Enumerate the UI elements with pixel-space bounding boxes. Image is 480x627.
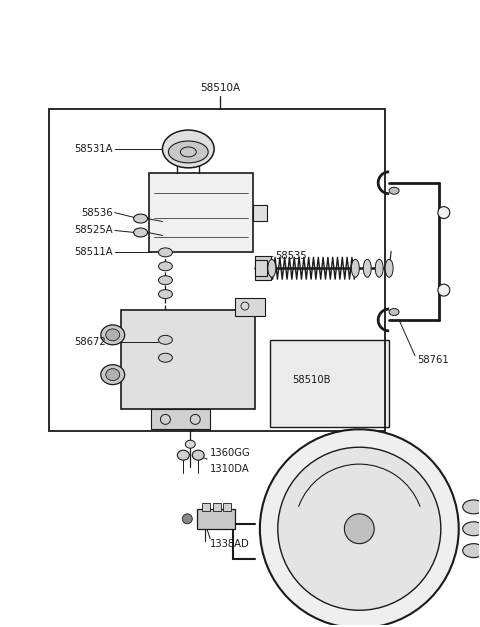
Circle shape (438, 284, 450, 296)
Bar (49, 109, 385, 431)
Bar (213, 503, 221, 511)
Text: 58525A: 58525A (74, 226, 113, 236)
Ellipse shape (168, 141, 208, 163)
Bar (202, 503, 210, 511)
Ellipse shape (192, 450, 204, 460)
Text: 58510B: 58510B (292, 374, 330, 384)
Ellipse shape (158, 276, 172, 285)
Circle shape (278, 447, 441, 610)
Text: 58761: 58761 (417, 355, 449, 365)
Ellipse shape (389, 308, 399, 315)
Ellipse shape (101, 365, 125, 384)
Ellipse shape (351, 260, 360, 277)
Ellipse shape (133, 228, 147, 237)
Circle shape (438, 207, 450, 219)
Circle shape (344, 514, 374, 544)
Text: 1360GG: 1360GG (210, 448, 251, 458)
Bar (255, 256, 271, 280)
Ellipse shape (158, 353, 172, 362)
Bar (151, 409, 210, 429)
Ellipse shape (268, 260, 276, 277)
Ellipse shape (178, 450, 189, 460)
Ellipse shape (106, 329, 120, 341)
Ellipse shape (363, 260, 371, 277)
Ellipse shape (158, 262, 172, 271)
Bar (223, 503, 231, 511)
Ellipse shape (389, 187, 399, 194)
Bar (148, 173, 253, 252)
Ellipse shape (375, 260, 383, 277)
Bar (235, 298, 265, 316)
Bar (253, 204, 267, 221)
Bar (255, 260, 267, 277)
Ellipse shape (158, 290, 172, 298)
Text: 58535: 58535 (275, 251, 306, 261)
Ellipse shape (463, 500, 480, 514)
Bar (197, 509, 235, 529)
Ellipse shape (101, 325, 125, 345)
Text: 1338AD: 1338AD (210, 539, 250, 549)
Ellipse shape (185, 440, 195, 448)
Circle shape (182, 514, 192, 524)
Circle shape (260, 429, 459, 627)
Bar (120, 310, 255, 409)
Ellipse shape (463, 544, 480, 557)
Text: 58510A: 58510A (200, 83, 240, 93)
Text: 58536: 58536 (81, 208, 113, 218)
Ellipse shape (158, 248, 172, 257)
Ellipse shape (106, 369, 120, 381)
Text: 58531A: 58531A (74, 144, 113, 154)
Ellipse shape (463, 522, 480, 535)
Text: 58511A: 58511A (74, 248, 113, 257)
Text: 58672: 58672 (74, 337, 106, 347)
Ellipse shape (133, 214, 147, 223)
Ellipse shape (385, 260, 393, 277)
Ellipse shape (162, 130, 214, 168)
Text: 1310DA: 1310DA (210, 464, 250, 474)
Bar (270, 340, 389, 428)
Ellipse shape (158, 335, 172, 344)
